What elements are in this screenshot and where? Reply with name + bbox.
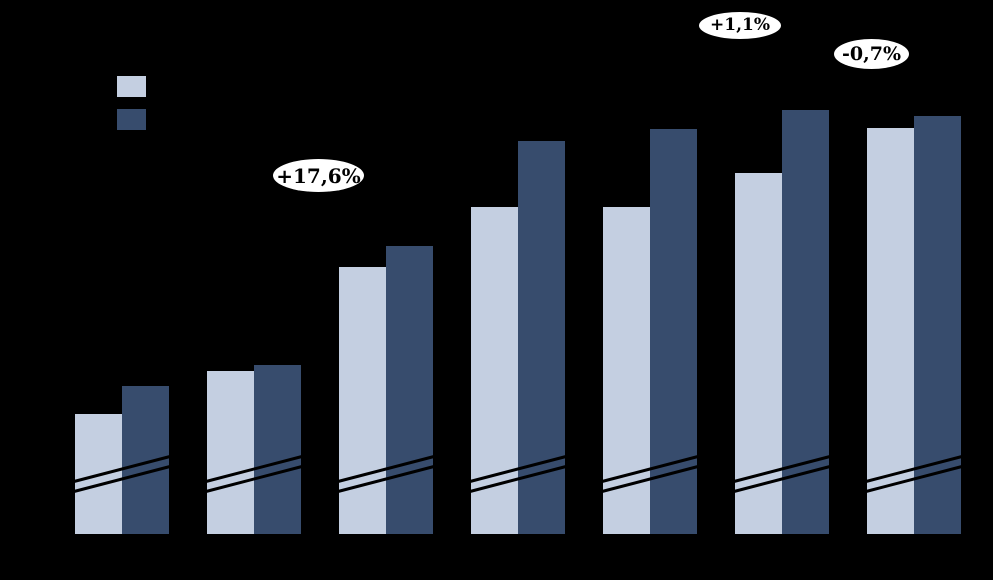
bar-series-2-dark-group-5 <box>650 129 697 534</box>
bar-series-2-dark-group-2 <box>254 365 301 534</box>
annotation-label: -0,7% <box>842 42 901 65</box>
annotation-oval-plus-1-1-pct: +1,1% <box>699 12 781 39</box>
legend-swatch-series-2 <box>117 109 146 130</box>
bar-series-2-dark-group-6 <box>782 110 829 534</box>
annotation-label: +1,1% <box>710 15 770 35</box>
bar-series-1-light-group-7 <box>867 128 914 534</box>
bar-series-1-light-group-2 <box>207 371 254 534</box>
legend-swatch-series-1 <box>117 76 146 97</box>
bar-series-2-dark-group-3 <box>386 246 433 534</box>
annotation-label: +17,6% <box>276 163 361 188</box>
bar-series-1-light-group-6 <box>735 173 782 534</box>
bar-series-2-dark-group-4 <box>518 141 565 534</box>
bar-series-1-light-group-5 <box>603 207 650 534</box>
bar-series-1-light-group-4 <box>471 207 518 534</box>
bar-series-2-dark-group-1 <box>122 386 169 534</box>
annotation-oval-minus-0-7-pct: -0,7% <box>834 39 909 69</box>
annotation-oval-plus-17-6-pct: +17,6% <box>273 159 364 192</box>
bar-series-2-dark-group-7 <box>914 116 961 534</box>
bar-series-1-light-group-1 <box>75 414 122 534</box>
bar-series-1-light-group-3 <box>339 267 386 534</box>
